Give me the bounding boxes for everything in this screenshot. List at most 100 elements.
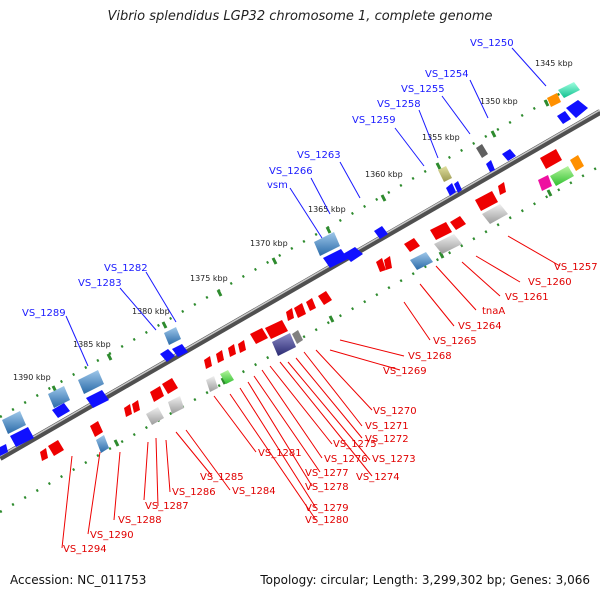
- gene-feature: [150, 386, 164, 402]
- accession-text: Accession: NC_011753: [10, 573, 147, 587]
- gene-feature: [238, 340, 246, 353]
- gene-feature: [454, 181, 462, 193]
- gene-label[interactable]: VS_1277: [305, 468, 349, 479]
- gene-feature: [404, 238, 420, 252]
- gene-label[interactable]: VS_1294: [63, 544, 107, 555]
- gene-feature: [486, 160, 495, 172]
- gene-label[interactable]: VS_1288: [118, 515, 162, 526]
- gene-feature: [96, 435, 109, 453]
- lower-leader-lines: [61, 235, 561, 549]
- gene-label[interactable]: VS_1258: [377, 99, 421, 110]
- gene-feature: [146, 407, 164, 425]
- gene-label[interactable]: VS_1254: [425, 69, 469, 80]
- gene-feature: [570, 155, 584, 171]
- gene-feature: [343, 247, 363, 262]
- gene-label[interactable]: VS_1285: [200, 472, 244, 483]
- gene-feature: [558, 82, 580, 98]
- gene-label[interactable]: VS_1257: [554, 262, 598, 273]
- gene-label[interactable]: VS_1266: [269, 166, 313, 177]
- gene-label[interactable]: VS_1255: [401, 84, 445, 95]
- gene-feature: [286, 308, 294, 321]
- gene-feature: [540, 149, 562, 169]
- gene-feature: [438, 166, 452, 182]
- gene-feature: [48, 440, 64, 456]
- gene-feature: [430, 222, 452, 240]
- gene-label[interactable]: VS_1282: [104, 263, 148, 274]
- scale-label: 1375 kbp: [190, 274, 228, 283]
- gene-feature: [323, 249, 348, 268]
- gene-feature: [52, 403, 70, 418]
- gene-label[interactable]: tnaA: [482, 306, 505, 317]
- gene-feature: [124, 404, 132, 417]
- gene-label[interactable]: VS_1280: [305, 515, 349, 526]
- gene-label[interactable]: VS_1265: [433, 336, 477, 347]
- gene-feature: [250, 328, 268, 344]
- gene-label[interactable]: VS_1274: [356, 472, 400, 483]
- gene-feature: [160, 349, 175, 362]
- upper-leader-lines: [65, 47, 547, 367]
- gene-label[interactable]: VS_1290: [90, 530, 134, 541]
- gene-label[interactable]: VS_1272: [365, 434, 409, 445]
- scale-label: 1345 kbp: [535, 59, 573, 68]
- gene-feature: [168, 396, 184, 414]
- gene-label[interactable]: VS_1276: [324, 454, 368, 465]
- gene-feature: [86, 390, 109, 408]
- gene-label[interactable]: VS_1287: [145, 501, 189, 512]
- scale-label: 1360 kbp: [365, 170, 403, 179]
- gene-label[interactable]: VS_1268: [408, 351, 452, 362]
- gene-label[interactable]: VS_1273: [372, 454, 416, 465]
- gene-feature: [410, 252, 433, 270]
- gene-label[interactable]: VS_1263: [297, 150, 341, 161]
- gene-label[interactable]: VS_1270: [373, 406, 417, 417]
- gene-label[interactable]: VS_1271: [365, 421, 409, 432]
- scale-label: 1365 kbp: [308, 205, 346, 214]
- map-title: Vibrio splendidus LGP32 chromosome 1, co…: [107, 9, 493, 24]
- gene-label[interactable]: VS_1289: [22, 308, 66, 319]
- gene-feature: [376, 258, 386, 272]
- gene-label[interactable]: vsm: [267, 180, 288, 191]
- scale-label: 1390 kbp: [13, 373, 51, 382]
- gene-feature: [78, 370, 104, 394]
- gene-feature: [557, 111, 571, 124]
- gene-feature: [40, 448, 48, 461]
- gene-feature: [450, 216, 466, 230]
- gene-feature: [206, 376, 218, 392]
- gene-feature: [502, 149, 516, 161]
- gene-feature: [132, 400, 140, 413]
- gene-label[interactable]: VS_1275: [333, 439, 377, 450]
- scale-label: 1380 kbp: [132, 307, 170, 316]
- gene-feature: [314, 232, 340, 256]
- reverse-genes: [40, 149, 584, 461]
- gene-feature: [204, 356, 212, 369]
- gene-label[interactable]: VS_1259: [352, 115, 396, 126]
- gene-label[interactable]: VS_1284: [232, 486, 276, 497]
- gene-feature: [265, 320, 288, 339]
- scale-label: 1370 kbp: [250, 239, 288, 248]
- gene-label[interactable]: VS_1260: [528, 277, 572, 288]
- gene-feature: [446, 183, 456, 196]
- scale-label: 1385 kbp: [73, 340, 111, 349]
- gene-feature: [272, 333, 296, 356]
- gene-feature: [220, 370, 234, 384]
- gene-label[interactable]: VS_1269: [383, 366, 427, 377]
- gene-label[interactable]: VS_1279: [305, 503, 349, 514]
- gene-label[interactable]: VS_1286: [172, 487, 216, 498]
- gene-feature: [294, 303, 306, 318]
- gene-feature: [434, 234, 462, 254]
- gene-feature: [216, 350, 224, 363]
- gene-label[interactable]: VS_1278: [305, 482, 349, 493]
- gene-feature: [306, 298, 316, 311]
- gene-label[interactable]: VS_1250: [470, 38, 514, 49]
- summary-text: Topology: circular; Length: 3,299,302 bp…: [260, 573, 590, 587]
- gene-label[interactable]: VS_1281: [258, 448, 302, 459]
- gene-feature: [172, 344, 188, 357]
- gene-feature: [475, 191, 498, 211]
- gene-label[interactable]: VS_1261: [505, 292, 549, 303]
- gene-feature: [0, 444, 8, 456]
- gene-feature: [566, 100, 588, 118]
- gene-feature: [482, 204, 508, 224]
- gene-feature: [48, 386, 70, 408]
- gene-label[interactable]: VS_1264: [458, 321, 502, 332]
- gene-label[interactable]: VS_1283: [78, 278, 122, 289]
